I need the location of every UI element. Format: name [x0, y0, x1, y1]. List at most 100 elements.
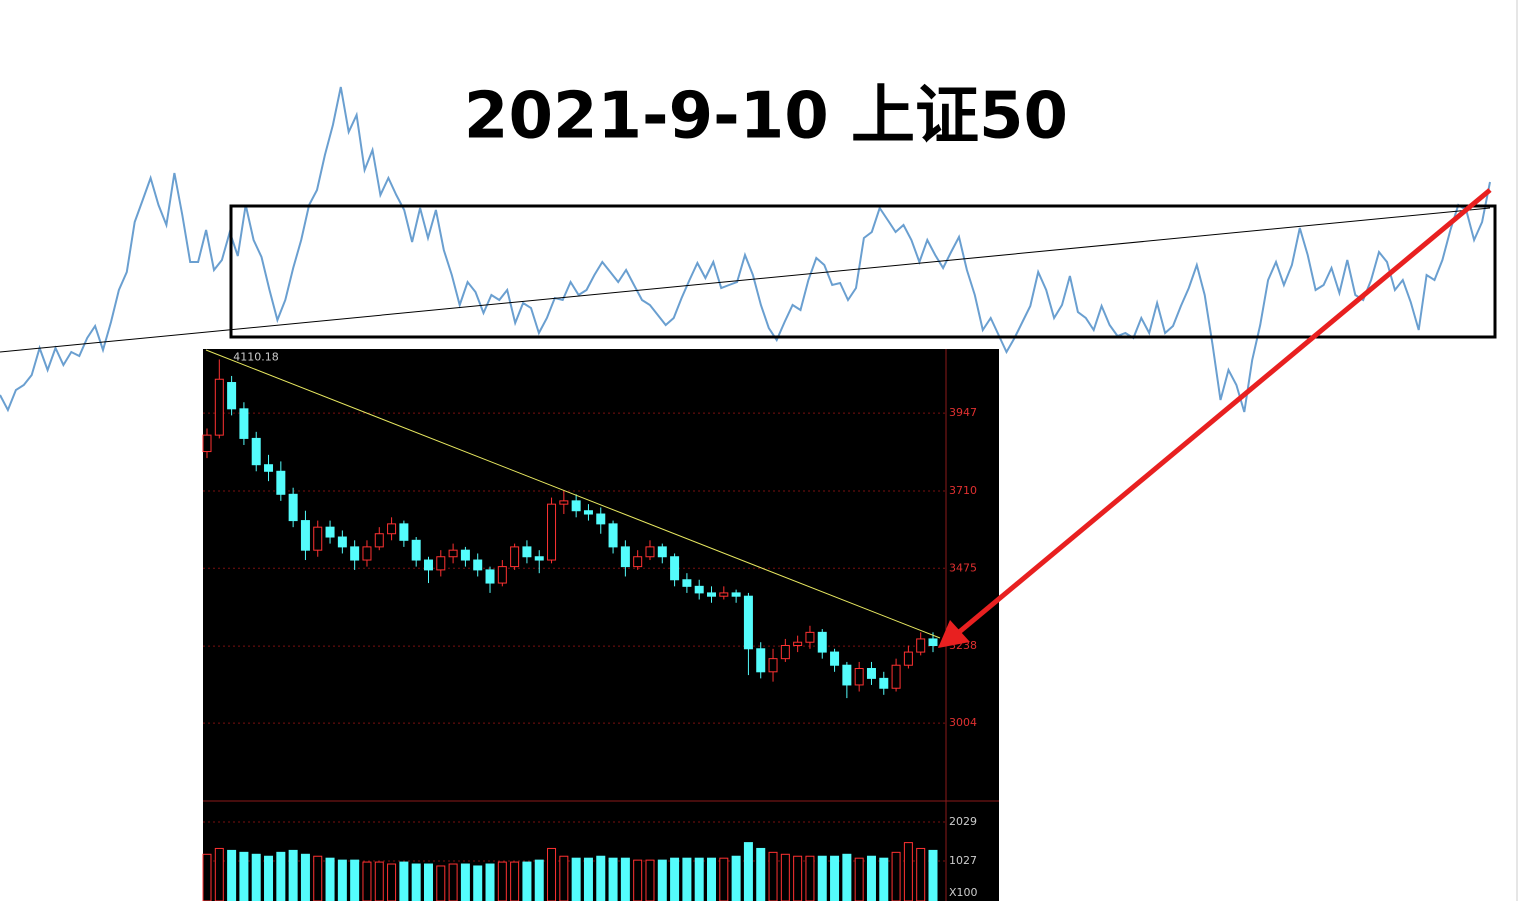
candle-body — [387, 523, 397, 535]
candle-body — [448, 549, 458, 558]
candle-body — [633, 556, 643, 568]
high-label: 4110.18 — [233, 350, 279, 363]
candle-body — [276, 470, 286, 495]
price-line — [0, 86, 1491, 413]
volume-bar — [805, 855, 815, 901]
volume-bar — [559, 855, 569, 901]
volume-bar — [337, 859, 347, 901]
candle-body — [337, 536, 347, 548]
volume-bar — [227, 849, 237, 901]
y-tick-label: 1027 — [949, 854, 977, 867]
candle-body — [805, 631, 815, 643]
volume-bar — [350, 859, 360, 901]
candle-body — [239, 408, 249, 439]
volume-bar — [879, 857, 889, 901]
volume-bar — [510, 861, 520, 901]
volume-bar — [928, 849, 938, 901]
candle-body — [903, 651, 913, 666]
y-tick-label: 3710 — [949, 484, 977, 497]
volume-bar — [916, 847, 926, 901]
volume-bar — [276, 851, 286, 901]
candle-body — [202, 434, 212, 453]
volume-bar — [374, 861, 384, 901]
candle-body — [325, 526, 335, 538]
y-tick-label: 2029 — [949, 815, 977, 828]
volume-bar — [682, 857, 692, 901]
volume-bar — [891, 851, 901, 901]
candle-body — [497, 566, 507, 584]
candle-body — [423, 559, 433, 571]
candle-body — [227, 382, 237, 410]
y-tick-label: 3475 — [949, 561, 977, 574]
volume-bar — [866, 855, 876, 901]
volume-bar — [362, 861, 372, 901]
volume-bar — [768, 851, 778, 901]
candle-body — [682, 579, 692, 587]
candle-body — [596, 513, 606, 525]
volume-bar — [756, 847, 766, 901]
volume-bar — [534, 859, 544, 901]
candle-body — [399, 523, 409, 541]
volume-bar — [239, 851, 249, 901]
candle-body — [645, 546, 655, 558]
candle-body — [534, 556, 544, 561]
candle-body — [743, 595, 753, 650]
volume-bar — [313, 855, 323, 901]
candle-body — [583, 510, 593, 515]
volume-bar — [608, 857, 618, 901]
candle-body — [362, 546, 372, 561]
volume-bar — [719, 857, 729, 901]
volume-bar — [423, 863, 433, 901]
candle-body — [731, 592, 741, 597]
candle-body — [485, 569, 495, 584]
volume-bar — [522, 861, 532, 901]
candle-body — [547, 503, 557, 561]
volume-bar — [694, 857, 704, 901]
candle-body — [620, 546, 630, 568]
kline-panel — [203, 349, 999, 901]
candle-body — [756, 648, 766, 673]
volume-bar — [497, 861, 507, 901]
candle-body — [608, 523, 618, 548]
candle-body — [793, 641, 803, 647]
volume-bar — [793, 855, 803, 901]
y-tick-label: 3004 — [949, 716, 977, 729]
candle-body — [313, 526, 323, 551]
volume-bar — [645, 859, 655, 901]
candle-body — [571, 500, 581, 512]
candle-body — [460, 549, 470, 561]
volume-bar — [633, 859, 643, 901]
candle-body — [300, 520, 310, 551]
candle-body — [830, 651, 840, 666]
candle-body — [854, 668, 864, 686]
volume-bar — [596, 855, 606, 901]
volume-bar — [399, 861, 409, 901]
volume-bar — [300, 853, 310, 901]
candle-body — [817, 631, 827, 653]
volume-bar — [780, 853, 790, 901]
volume-bar — [731, 855, 741, 901]
volume-bar — [670, 857, 680, 901]
y-unit-label: X100 — [949, 886, 978, 899]
volume-bar — [903, 842, 913, 901]
volume-bar — [202, 853, 212, 901]
candle-body — [522, 546, 532, 558]
volume-bar — [448, 863, 458, 901]
candle-body — [350, 546, 360, 561]
volume-bar — [707, 857, 717, 901]
candle-body — [288, 493, 298, 522]
candle-body — [707, 592, 717, 597]
candle-body — [928, 638, 938, 647]
candle-body — [694, 585, 704, 594]
volume-bar — [830, 855, 840, 901]
volume-bar — [657, 859, 667, 901]
volume-bar — [214, 847, 224, 901]
volume-bar — [817, 855, 827, 901]
candle-body — [214, 378, 224, 436]
volume-bar — [583, 857, 593, 901]
volume-bar — [264, 855, 274, 901]
candle-body — [264, 464, 274, 472]
candle-body — [866, 668, 876, 679]
title: 2021-9-10 上证50 — [464, 80, 1068, 154]
